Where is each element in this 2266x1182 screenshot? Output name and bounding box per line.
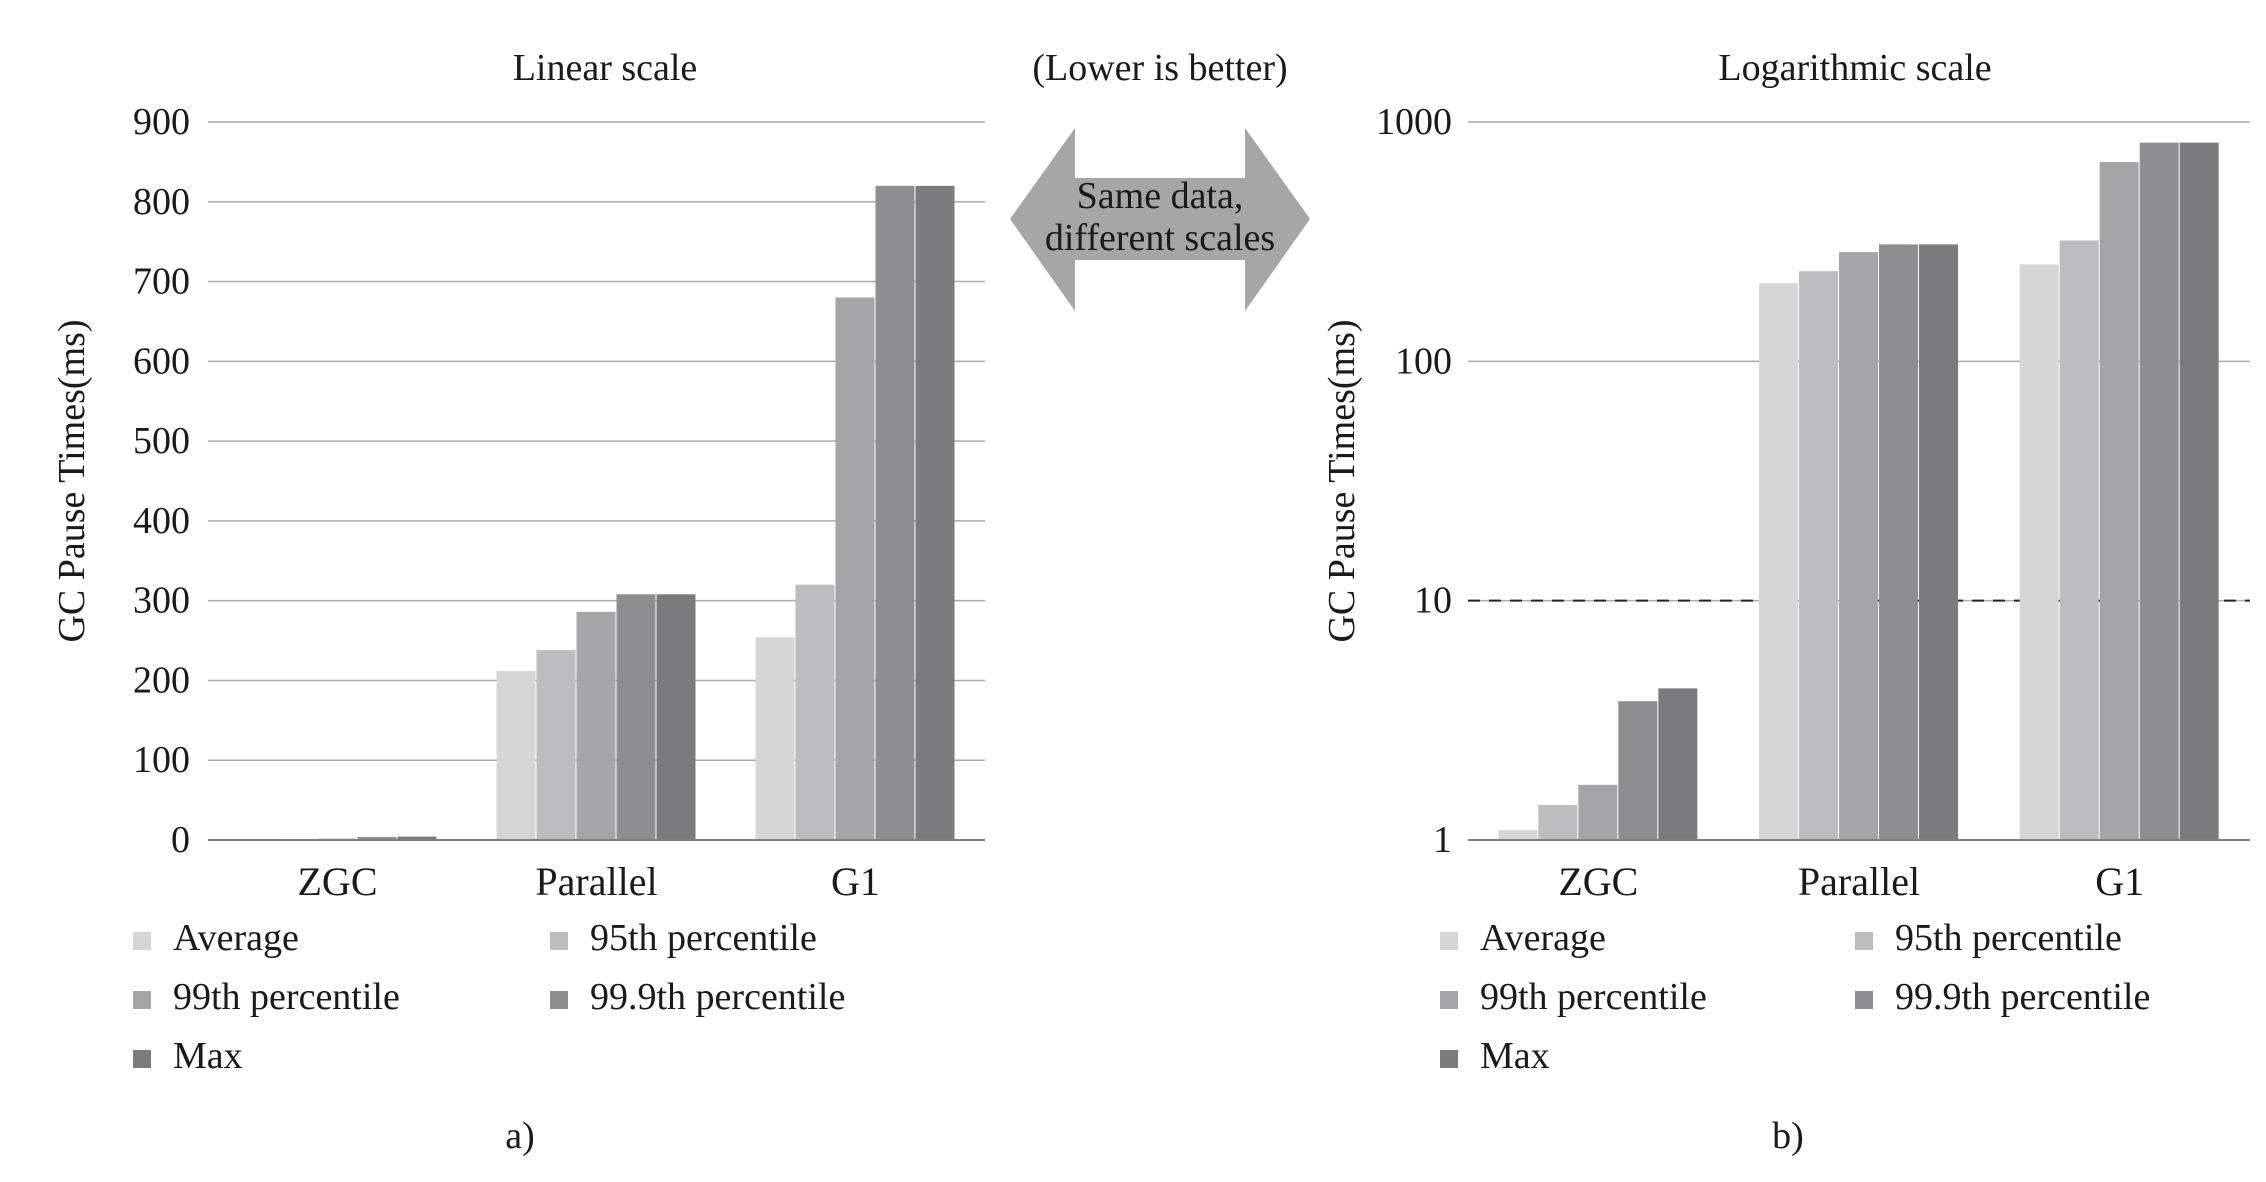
y-tick-label: 700 — [133, 261, 190, 303]
legend-label: 99th percentile — [1480, 976, 1707, 1018]
linear-scale-chart: 0 100 200 300 400 500 600 700 800 900 ZGC Parallel G… — [51, 47, 985, 1157]
legend-swatch — [1440, 1050, 1458, 1068]
y-tick-label: 800 — [133, 181, 190, 223]
bar-parallel-2 — [536, 650, 576, 840]
bar-zgc-2 — [1538, 805, 1578, 840]
y-tick-label: 600 — [133, 340, 190, 382]
bar-g1-3 — [2099, 162, 2139, 841]
double-arrow-icon: Same data, different scales — [1010, 128, 1310, 311]
bar-zgc-1 — [1498, 830, 1538, 840]
x-category-label: G1 — [2095, 859, 2144, 904]
y-tick-label: 10 — [1414, 580, 1452, 622]
bar-zgc-5 — [397, 836, 437, 840]
bar-g1-1 — [2019, 264, 2059, 840]
x-category-label: Parallel — [1798, 859, 1920, 904]
bar-g1-4 — [875, 185, 915, 841]
bar-g1-2 — [795, 584, 835, 840]
bar-zgc-4 — [1618, 701, 1658, 840]
y-tick-label: 1 — [1433, 819, 1452, 861]
y-tick-label: 900 — [133, 101, 190, 143]
bar-zgc-5 — [1658, 688, 1698, 840]
bar-parallel-4 — [616, 594, 656, 840]
lower-is-better-note: (Lower is better) — [1032, 47, 1287, 89]
legend-label: Max — [173, 1035, 243, 1077]
bar-g1-4 — [2139, 142, 2179, 841]
x-category-label: Parallel — [535, 859, 657, 904]
y-axis-label: GC Pause Times(ms) — [1321, 319, 1363, 642]
legend-swatch — [1855, 932, 1873, 950]
legend-label: Max — [1480, 1035, 1550, 1077]
chart-title: Linear scale — [513, 47, 698, 89]
bar-parallel-1 — [1759, 283, 1798, 840]
bar-g1-5 — [2179, 142, 2219, 841]
legend-swatch — [550, 991, 568, 1009]
legend-label: 99.9th percentile — [1895, 976, 2150, 1018]
bar-g1-3 — [835, 297, 875, 840]
log-scale-chart: 1 10 100 1000 ZGC Parallel G1 Logarithmic scale… — [1321, 47, 2250, 1157]
y-axis-label: GC Pause Times(ms) — [51, 319, 93, 642]
legend-swatch — [133, 932, 151, 950]
panel-label: b) — [1772, 1115, 1804, 1157]
y-tick-label: 200 — [133, 659, 190, 701]
legend-swatch — [550, 932, 568, 950]
panel-label: a) — [505, 1115, 535, 1157]
legend-label: Average — [1480, 917, 1606, 959]
bar-zgc-4 — [357, 836, 397, 840]
legend-label: 99th percentile — [173, 976, 400, 1018]
bar-parallel-4 — [1879, 244, 1918, 840]
y-tick-label: 400 — [133, 500, 190, 542]
legend-swatch — [133, 991, 151, 1009]
bar-parallel-5 — [1919, 244, 1958, 840]
chart-title: Logarithmic scale — [1718, 47, 1991, 89]
legend-swatch — [1440, 932, 1458, 950]
y-tick-label: 500 — [133, 420, 190, 462]
y-tick-label: 1000 — [1376, 101, 1452, 143]
bar-g1-1 — [755, 637, 795, 840]
bar-zgc-3 — [1578, 784, 1618, 840]
y-tick-label: 100 — [133, 739, 190, 781]
legend-label: 95th percentile — [590, 917, 817, 959]
x-category-label: G1 — [831, 859, 880, 904]
bar-g1-5 — [915, 185, 955, 841]
bar-parallel-1 — [496, 670, 536, 840]
y-tick-label: 0 — [171, 819, 190, 861]
legend-label: 95th percentile — [1895, 917, 2122, 959]
legend-swatch — [1440, 991, 1458, 1009]
y-tick-label: 300 — [133, 580, 190, 622]
bar-parallel-3 — [1839, 252, 1878, 840]
bar-parallel-5 — [656, 594, 696, 840]
bar-g1-2 — [2059, 240, 2099, 841]
legend-swatch — [133, 1050, 151, 1068]
arrow-label-line-2: different scales — [1045, 217, 1275, 259]
bar-parallel-2 — [1799, 271, 1838, 840]
bar-parallel-3 — [576, 611, 616, 840]
arrow-label-line-1: Same data, — [1077, 175, 1244, 217]
legend-swatch — [1855, 991, 1873, 1009]
legend-label: 99.9th percentile — [590, 976, 845, 1018]
legend-label: Average — [173, 917, 299, 959]
x-category-label: ZGC — [1558, 859, 1638, 904]
y-tick-label: 100 — [1395, 340, 1452, 382]
x-category-label: ZGC — [298, 859, 378, 904]
